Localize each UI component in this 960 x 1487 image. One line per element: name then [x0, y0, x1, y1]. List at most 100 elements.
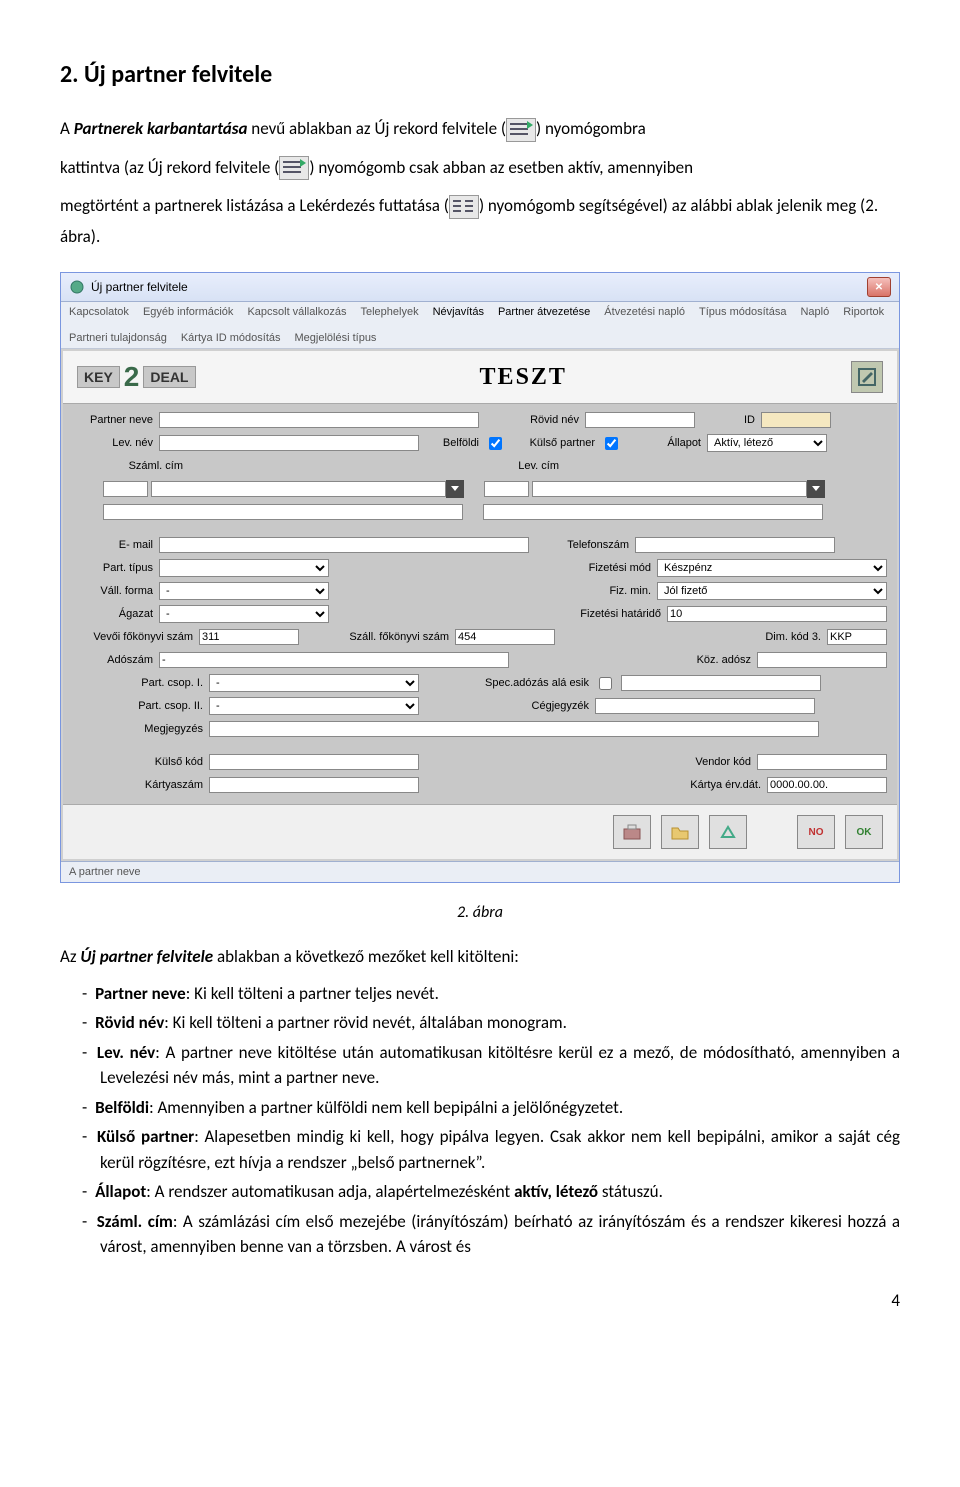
dropdown-icon[interactable] — [446, 480, 464, 498]
label-cegjegyzek: Cégjegyzék — [419, 700, 595, 712]
list-item: Belföldi: Amennyiben a partner külföldi … — [100, 1095, 900, 1121]
email-input[interactable] — [159, 537, 529, 553]
rovid-nev-input[interactable] — [585, 412, 695, 428]
page-number: 4 — [60, 1290, 900, 1311]
label-fiz-hatarido: Fizetési határidő — [551, 608, 667, 620]
menu-item[interactable]: Megjelölési típus — [295, 332, 377, 344]
kulso-kod-input[interactable] — [209, 754, 419, 770]
menu-item[interactable]: Napló — [800, 306, 829, 318]
label: Száml. cím — [97, 1211, 173, 1232]
part-tipus-select[interactable] — [159, 559, 329, 577]
menu-item[interactable]: Típus módosítása — [699, 306, 786, 318]
label: Külső partner — [97, 1126, 194, 1147]
kartya-erv-input[interactable] — [767, 777, 887, 793]
edit-icon[interactable] — [851, 361, 883, 393]
recycle-icon[interactable] — [709, 815, 747, 849]
logo-2: 2 — [124, 361, 140, 393]
label-part-tipus: Part. típus — [73, 562, 159, 574]
fiz-hatarido-input[interactable] — [667, 606, 887, 622]
label-adoszam: Adószám — [73, 654, 159, 666]
label-fiz-min: Fiz. min. — [551, 585, 657, 597]
part-csop2-select[interactable]: - — [209, 697, 419, 715]
telefon-input[interactable] — [635, 537, 835, 553]
toolbox-icon[interactable] — [613, 815, 651, 849]
menu-item[interactable]: Partner átvezetése — [498, 306, 590, 318]
belfoldi-checkbox[interactable] — [489, 437, 502, 450]
kulso-partner-checkbox[interactable] — [605, 437, 618, 450]
label-kartyaszam: Kártyaszám — [73, 779, 209, 791]
vall-forma-select[interactable]: - — [159, 582, 329, 600]
menu-item[interactable]: Telephelyek — [361, 306, 419, 318]
list-item: Lev. név: A partner neve kitöltése után … — [100, 1040, 900, 1091]
menu-item[interactable]: Névjavítás — [433, 306, 484, 318]
form-area: Partner neve Rövid név ID Lev. név Belfö… — [63, 404, 897, 804]
dialog-window: Új partner felvitele ✕ Kapcsolatok Egyéb… — [60, 272, 900, 883]
text: : Ki kell tölteni a partner rövid nevét,… — [164, 1012, 567, 1033]
menu-item[interactable]: Riportok — [843, 306, 884, 318]
dropdown-icon[interactable] — [807, 480, 825, 498]
list-item: Száml. cím: A számlázási cím első mezejé… — [100, 1209, 900, 1260]
menu-item[interactable]: Átvezetési napló — [604, 306, 685, 318]
id-input[interactable] — [761, 412, 831, 428]
lev-utca-input[interactable] — [483, 504, 823, 520]
window-title: Új partner felvitele — [91, 280, 188, 294]
lev-irsz-input[interactable] — [484, 481, 529, 497]
szall-fokonyv-input[interactable] — [455, 629, 555, 645]
no-button[interactable]: NO — [797, 815, 835, 849]
fiz-mod-select[interactable]: Készpénz — [657, 559, 887, 577]
agazat-select[interactable]: - — [159, 605, 329, 623]
label-telefon: Telefonszám — [529, 539, 635, 551]
text: A — [60, 118, 74, 139]
text: : A számlázási cím első mezejébe (irányí… — [100, 1211, 900, 1258]
label: Állapot — [95, 1181, 146, 1202]
spec-adozas-input[interactable] — [621, 675, 821, 691]
text: : Alapesetben mindig ki kell, hogy pipál… — [100, 1126, 900, 1173]
menu-item[interactable]: Egyéb információk — [143, 306, 234, 318]
logo-deal: DEAL — [143, 366, 195, 388]
szaml-utca-input[interactable] — [103, 504, 463, 520]
megjegyzes-input[interactable] — [209, 721, 819, 737]
text: : Amennyiben a partner külföldi nem kell… — [149, 1097, 623, 1118]
close-button[interactable]: ✕ — [867, 277, 891, 297]
folder-icon[interactable] — [661, 815, 699, 849]
label-kulso-kod: Külső kód — [73, 756, 209, 768]
szaml-irsz-input[interactable] — [103, 481, 148, 497]
allapot-select[interactable]: Aktív, létező — [707, 434, 827, 452]
spec-adozas-checkbox[interactable] — [599, 677, 612, 690]
dim-kod3-input[interactable] — [827, 629, 887, 645]
text-emph: aktív, létező — [514, 1181, 598, 1202]
label-part-csop2: Part. csop. II. — [73, 700, 209, 712]
vevo-fokonyv-input[interactable] — [199, 629, 299, 645]
list-item: Partner neve: Ki kell tölteni a partner … — [100, 981, 900, 1007]
lev-varos-input[interactable] — [532, 481, 807, 497]
new-record-icon — [279, 156, 309, 180]
label-lev-cim: Lev. cím — [489, 460, 565, 472]
para-2: kattintva (az Új rekord felvitele () nyo… — [60, 153, 900, 184]
kartyaszam-input[interactable] — [209, 777, 419, 793]
label-fiz-mod: Fizetési mód — [551, 562, 657, 574]
menu-item[interactable]: Kapcsolatok — [69, 306, 129, 318]
partner-neve-input[interactable] — [159, 412, 479, 428]
menu-item[interactable]: Kapcsolt vállalkozás — [247, 306, 346, 318]
lev-nev-input[interactable] — [159, 435, 419, 451]
label-szall-fokonyv: Száll. főkönyvi szám — [299, 631, 455, 643]
szaml-varos-input[interactable] — [151, 481, 446, 497]
adoszam-input[interactable] — [159, 652, 509, 668]
label: Belföldi — [95, 1097, 149, 1118]
label: Lev. név — [97, 1042, 155, 1063]
cegjegyzek-input[interactable] — [595, 698, 815, 714]
text: Az — [60, 946, 80, 967]
label-spec-adozas: Spec.adózás alá esik — [419, 677, 595, 689]
fiz-min-select[interactable]: Jól fizető — [657, 582, 887, 600]
part-csop1-select[interactable]: - — [209, 674, 419, 692]
logo: KEY 2 DEAL — [77, 361, 196, 393]
label: Rövid név — [95, 1012, 164, 1033]
ok-button[interactable]: OK — [845, 815, 883, 849]
menu-item[interactable]: Kártya ID módosítás — [181, 332, 281, 344]
section-heading: 2. Új partner felvitele — [60, 60, 900, 89]
menu-item[interactable]: Partneri tulajdonság — [69, 332, 167, 344]
vendor-kod-input[interactable] — [757, 754, 887, 770]
koz-adosz-input[interactable] — [757, 652, 887, 668]
label-id: ID — [695, 414, 761, 426]
text: megtörtént a partnerek listázása a Lekér… — [60, 195, 449, 216]
